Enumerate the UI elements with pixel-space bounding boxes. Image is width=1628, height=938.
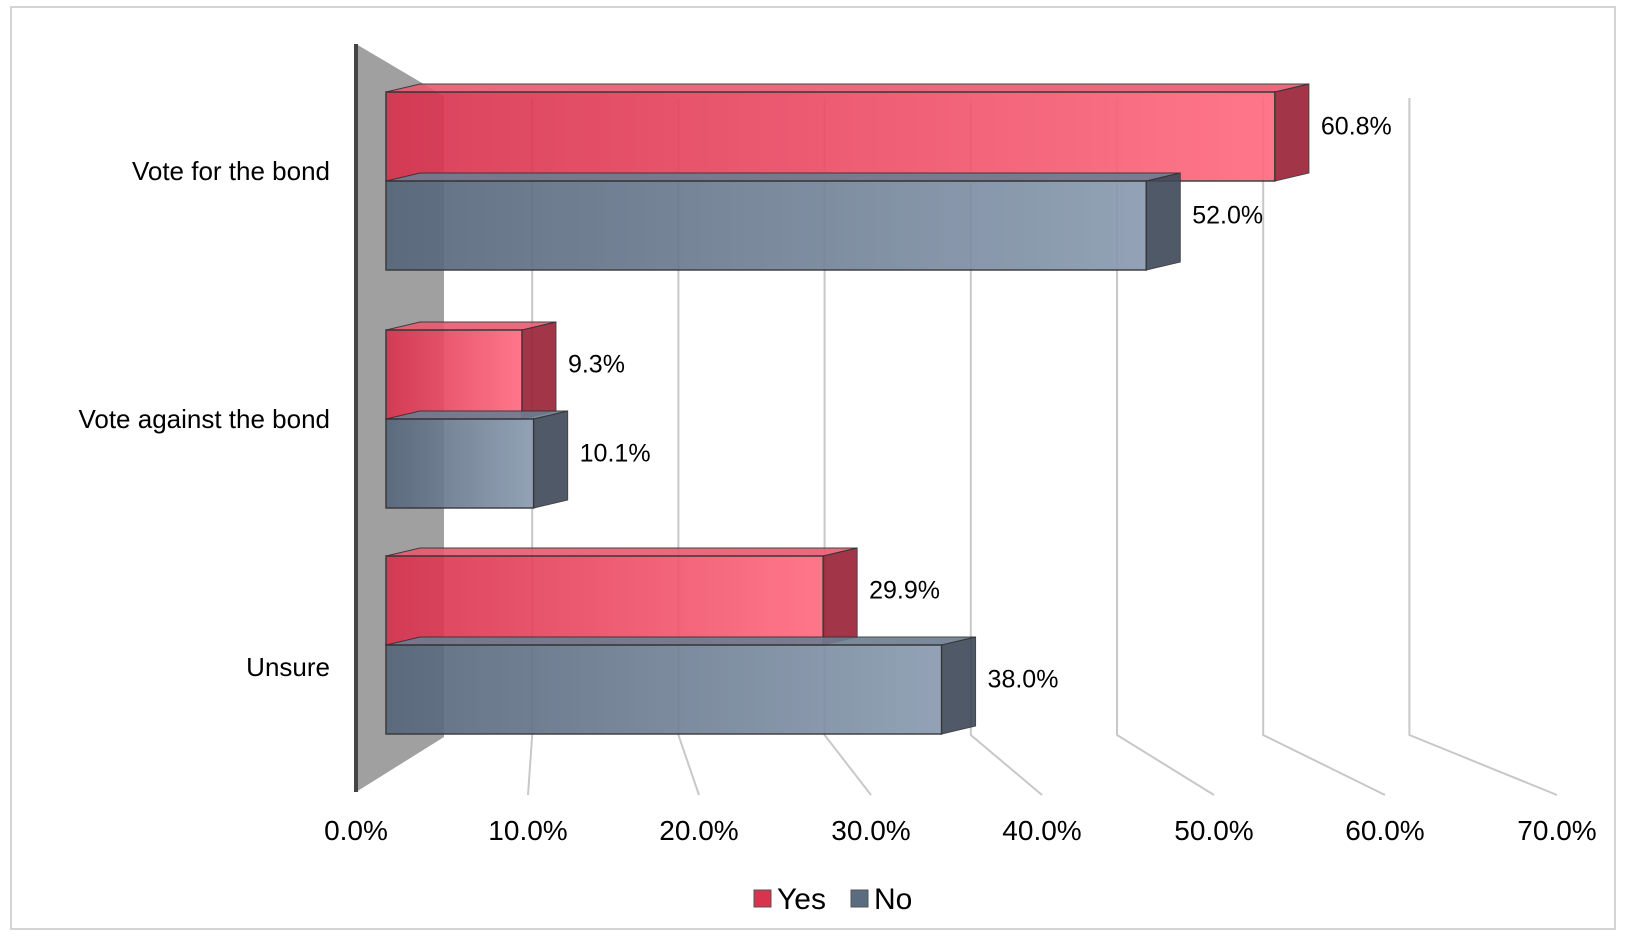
- x-tick-label: 70.0%: [1517, 815, 1596, 846]
- bar-top-no: [385, 172, 1181, 182]
- bar-end-no: [941, 636, 977, 735]
- bar-top-no: [385, 636, 976, 646]
- bar-end-yes: [822, 547, 858, 646]
- bar-end-no: [533, 410, 569, 509]
- bar-end-no: [1145, 172, 1181, 271]
- category-label-vote-against: Vote against the bond: [78, 404, 330, 434]
- data-label-yes: 9.3%: [568, 351, 625, 379]
- gridline: [1116, 98, 1215, 796]
- data-label-no: 52.0%: [1192, 202, 1263, 230]
- category-labels: Vote for the bond Vote against the bond …: [78, 156, 330, 682]
- legend-label-no: No: [874, 883, 912, 916]
- x-tick-label: 20.0%: [659, 815, 738, 846]
- legend-swatch-no: [850, 889, 869, 908]
- data-label-no: 10.1%: [580, 440, 651, 468]
- x-tick-label: 0.0%: [324, 815, 388, 846]
- legend-label-yes: Yes: [777, 883, 826, 916]
- bar-no: [385, 418, 535, 509]
- gridline: [823, 98, 872, 796]
- gridline: [969, 98, 1043, 796]
- x-tick-label: 60.0%: [1345, 815, 1424, 846]
- gridlines: [527, 98, 1558, 796]
- category-label-vote-for: Vote for the bond: [132, 156, 330, 186]
- gridline: [677, 98, 700, 796]
- data-labels: 60.8% 52.0% 9.3% 10.1% 29.9% 38.0%: [568, 113, 1392, 694]
- gridline: [1408, 98, 1558, 796]
- data-label-yes: 60.8%: [1321, 113, 1392, 141]
- bar-no: [385, 644, 943, 735]
- x-axis-tick-labels: 0.0% 10.0% 20.0% 30.0% 40.0% 50.0% 60.0%…: [324, 815, 1597, 846]
- bar-end-yes: [521, 321, 557, 420]
- data-label-no: 38.0%: [988, 666, 1059, 694]
- category-label-unsure: Unsure: [246, 652, 330, 682]
- bar-end-yes: [1274, 83, 1310, 182]
- bars: [385, 83, 1310, 735]
- legend-swatch-yes: [753, 889, 772, 908]
- gridline: [527, 98, 534, 796]
- data-label-yes: 29.9%: [869, 577, 940, 605]
- x-tick-label: 40.0%: [1002, 815, 1081, 846]
- bar-no: [385, 180, 1147, 271]
- x-tick-label: 10.0%: [488, 815, 567, 846]
- bar-yes: [385, 329, 523, 420]
- legend: Yes No: [753, 883, 912, 916]
- bar-yes: [385, 555, 824, 646]
- bar-yes: [385, 91, 1276, 182]
- x-tick-label: 30.0%: [831, 815, 910, 846]
- gridline: [1262, 98, 1386, 796]
- bar-top-yes: [385, 547, 858, 557]
- bar-top-yes: [385, 83, 1310, 93]
- x-tick-label: 50.0%: [1174, 815, 1253, 846]
